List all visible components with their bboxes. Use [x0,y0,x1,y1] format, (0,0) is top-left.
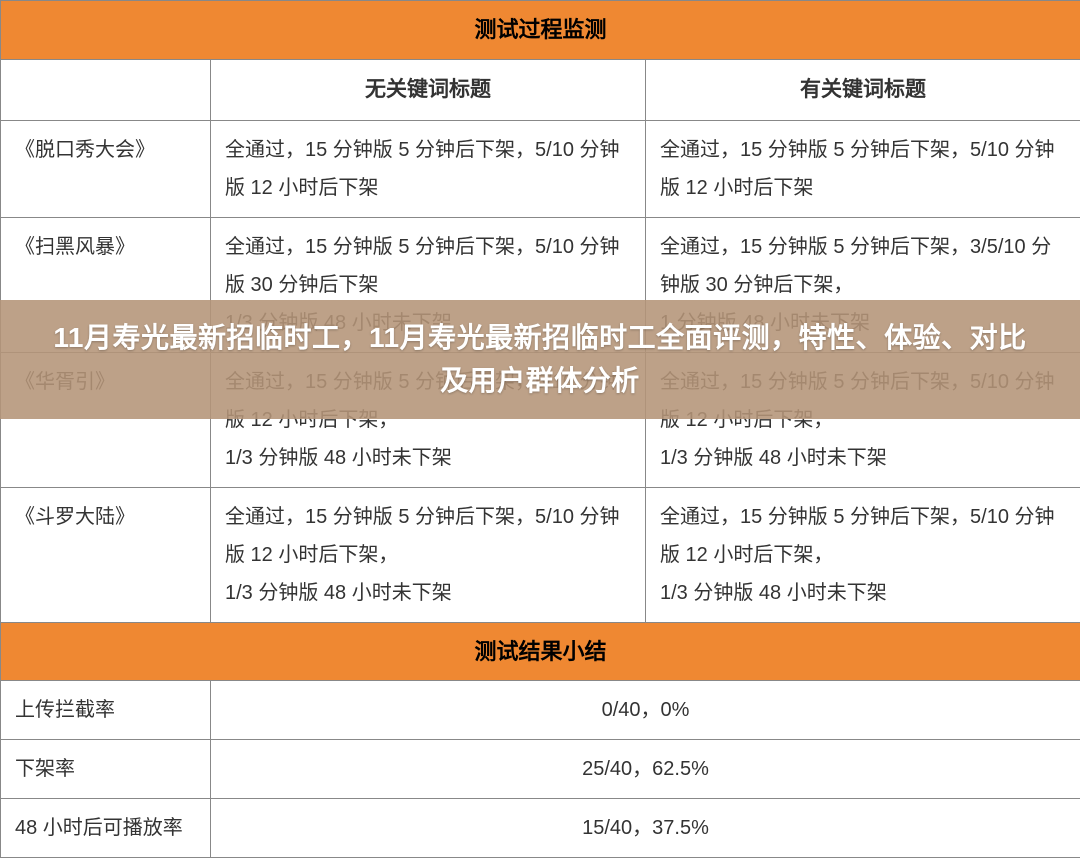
col-blank [1,59,211,120]
report-table: 测试过程监测 无关键词标题 有关键词标题 《脱口秀大会》 全通过，15 分钟版 … [0,0,1080,858]
summary-value: 25/40，62.5% [211,740,1080,799]
col-head-a: 无关键词标题 [211,59,646,120]
table-row: 上传拦截率 0/40，0% [1,681,1080,740]
table-row: 48 小时后可播放率 15/40，37.5% [1,799,1080,858]
summary-value: 0/40，0% [211,681,1080,740]
summary-label: 上传拦截率 [1,681,211,740]
overlay-banner: 11月寿光最新招临时工，11月寿光最新招临时工全面评测，特性、体验、对比及用户群… [0,300,1080,419]
report-table-container: 测试过程监测 无关键词标题 有关键词标题 《脱口秀大会》 全通过，15 分钟版 … [0,0,1080,858]
row-name: 《脱口秀大会》 [1,120,211,217]
cell-a: 全通过，15 分钟版 5 分钟后下架，5/10 分钟版 12 小时后下架，1/3… [211,487,646,622]
section2-title: 测试结果小结 [1,622,1080,681]
row-name: 《斗罗大陆》 [1,487,211,622]
cell-b: 全通过，15 分钟版 5 分钟后下架，5/10 分钟版 12 小时后下架 [646,120,1080,217]
table-row: 《斗罗大陆》 全通过，15 分钟版 5 分钟后下架，5/10 分钟版 12 小时… [1,487,1080,622]
cell-b: 全通过，15 分钟版 5 分钟后下架，5/10 分钟版 12 小时后下架，1/3… [646,487,1080,622]
summary-label: 48 小时后可播放率 [1,799,211,858]
section1-title: 测试过程监测 [1,1,1080,60]
cell-a: 全通过，15 分钟版 5 分钟后下架，5/10 分钟版 12 小时后下架 [211,120,646,217]
summary-value: 15/40，37.5% [211,799,1080,858]
table-row: 下架率 25/40，62.5% [1,740,1080,799]
table-row: 《脱口秀大会》 全通过，15 分钟版 5 分钟后下架，5/10 分钟版 12 小… [1,120,1080,217]
summary-label: 下架率 [1,740,211,799]
col-head-b: 有关键词标题 [646,59,1080,120]
section-summary: 测试结果小结 上传拦截率 0/40，0% 下架率 25/40，62.5% 48 … [1,622,1080,858]
